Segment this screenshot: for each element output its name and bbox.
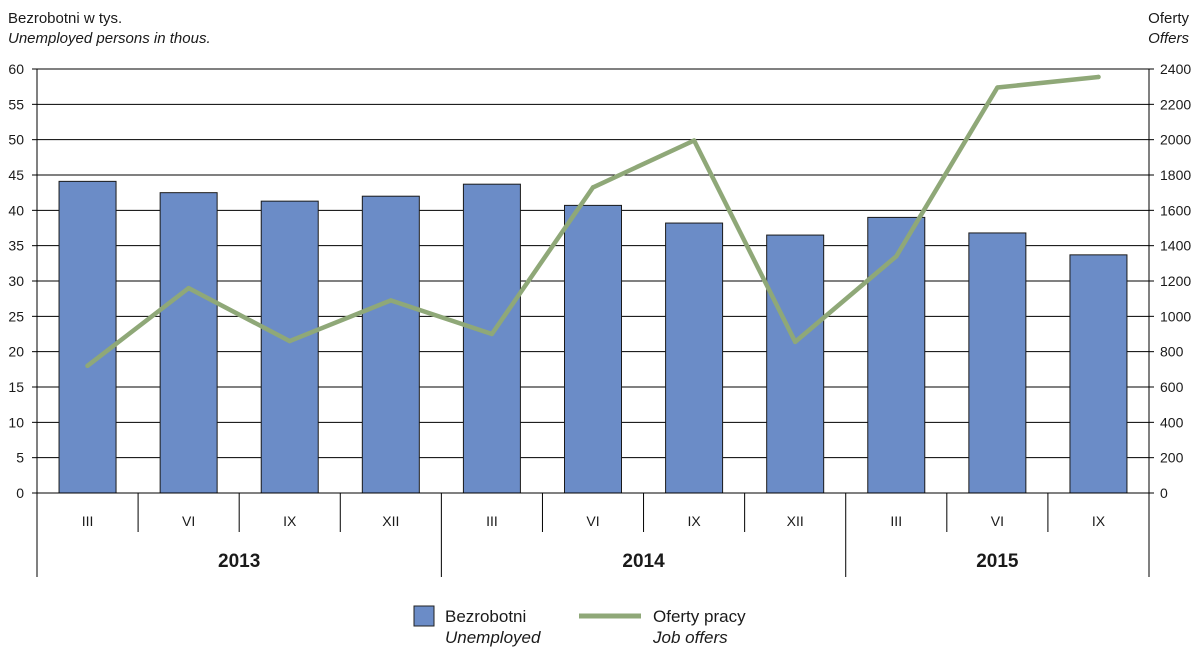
line-point [995,85,1000,90]
left-tick-label: 45 [8,167,24,183]
right-axis-title-en: Offers [1148,30,1189,47]
left-tick-label: 60 [8,61,24,77]
line-point [590,185,596,190]
category-label: VI [182,513,195,529]
legend-label-offers: Oferty pracy [653,607,746,626]
left-tick-label: 40 [8,202,24,218]
line-point [691,138,697,143]
x-axis: III VI IX XII III VI IX XII III VI IX 2013 2014 2015 [36,492,1150,577]
line-point [388,298,394,303]
line-point [1096,74,1101,80]
left-tick-label: 35 [8,238,24,254]
bar [260,200,319,494]
right-tick-label: 1800 [1160,167,1191,183]
legend-swatch-unemployed [413,605,435,627]
right-tick-label: 0 [1160,485,1168,501]
category-label: IX [283,513,297,529]
category-label: XII [787,513,804,529]
bar [968,232,1027,494]
category-label: VI [586,513,599,529]
left-axis-title: Bezrobotni w tys. [8,10,122,27]
line-point [85,363,90,368]
line-point [186,285,191,291]
category-label: XII [382,513,399,529]
right-tick-label: 400 [1160,414,1184,430]
category-label: III [82,513,94,529]
left-tick-label: 55 [8,96,24,112]
category-label: IX [687,513,701,529]
left-axis-ticks: 0 5 10 15 20 25 30 35 40 45 50 55 60 [8,61,37,501]
bar [766,234,825,494]
bar [462,183,521,494]
bar-series [58,180,1128,494]
right-tick-label: 2000 [1160,132,1191,148]
line-point [489,331,495,337]
right-tick-label: 2200 [1160,96,1191,112]
category-label: VI [991,513,1004,529]
category-label: IX [1092,513,1106,529]
category-label: III [890,513,902,529]
year-label: 2014 [622,551,665,572]
right-tick-label: 1600 [1160,202,1191,218]
bar [361,195,420,494]
left-tick-label: 0 [16,485,24,501]
year-label: 2013 [218,551,260,572]
left-tick-label: 25 [8,308,24,324]
line-series [85,74,1101,369]
left-axis-title-en: Unemployed persons in thous. [8,30,211,47]
left-tick-label: 20 [8,344,24,360]
legend-label-offers-en: Job offers [652,628,728,647]
right-tick-label: 1400 [1160,238,1191,254]
line-point [287,338,292,344]
right-tick-label: 1200 [1160,273,1191,289]
bar [1069,254,1128,494]
bar [564,204,622,494]
right-tick-label: 800 [1160,344,1184,360]
right-axis-ticks: 0 200 400 600 800 1000 1200 1400 1600 1800 2000 220… [1149,61,1191,501]
right-tick-label: 200 [1160,450,1184,466]
left-tick-label: 30 [8,273,24,289]
right-tick-label: 600 [1160,379,1184,395]
right-tick-label: 1000 [1160,308,1191,324]
right-tick-label: 2400 [1160,61,1191,77]
left-tick-label: 10 [8,414,24,430]
bar [58,180,117,494]
legend-label-unemployed: Bezrobotni [445,607,526,626]
left-tick-label: 50 [8,132,24,148]
line-point [894,254,899,259]
left-tick-label: 5 [16,450,24,466]
bar [159,192,218,494]
right-axis-title: Oferty [1148,10,1189,27]
legend-label-unemployed-en: Unemployed [445,628,541,647]
bar [665,222,724,494]
year-label: 2015 [976,551,1019,572]
bar [867,216,926,494]
category-label: III [486,513,498,529]
line-point [792,339,798,345]
left-tick-label: 15 [8,379,24,395]
legend: Bezrobotni Unemployed Oferty pracy Job o… [413,605,746,647]
